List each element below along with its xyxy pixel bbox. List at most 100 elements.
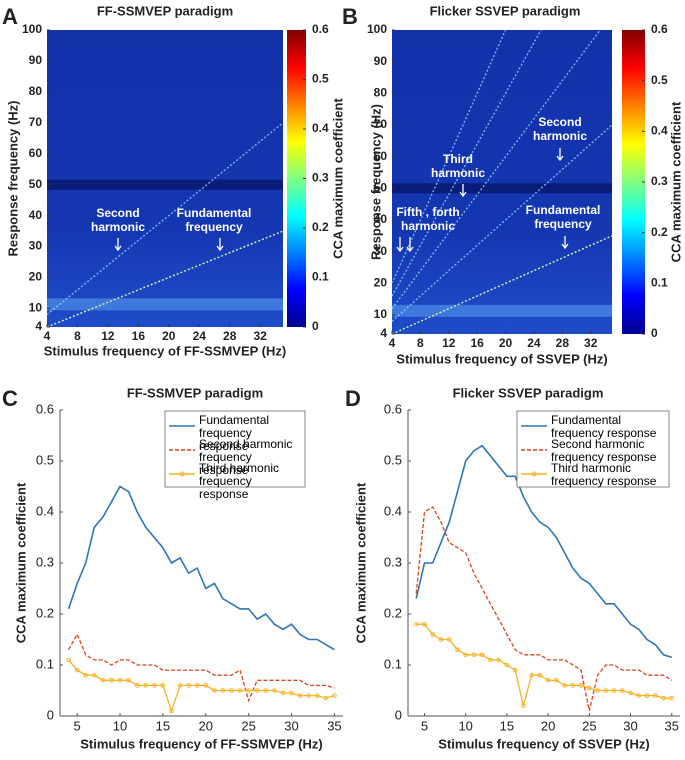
colorbar-tick-label: 0 xyxy=(651,326,658,340)
x-tick-label: 16 xyxy=(470,336,484,350)
x-axis-label: Stimulus frequency of FF-SSMVEP (Hz) xyxy=(80,736,322,751)
series-marker xyxy=(246,688,251,693)
series-marker xyxy=(314,693,320,698)
series-marker xyxy=(422,621,427,627)
annotation-arrow xyxy=(561,236,569,250)
x-tick-label: 12 xyxy=(442,336,456,350)
series-marker xyxy=(578,683,584,688)
x-tick-label: 20 xyxy=(199,718,213,733)
series-marker xyxy=(160,683,166,688)
colorbar-tick-label: 0.5 xyxy=(651,73,668,87)
chart-title: FF-SSMVEP paradigm xyxy=(127,385,263,400)
series-marker xyxy=(554,678,559,683)
y-tick-label: 20 xyxy=(374,276,388,290)
x-tick-label: 15 xyxy=(156,718,170,733)
y-tick-label: 30 xyxy=(374,244,388,258)
series-marker xyxy=(100,678,106,683)
y-tick-label: 10 xyxy=(29,301,43,315)
y-tick-label: 40 xyxy=(29,208,43,222)
series-marker xyxy=(545,678,551,683)
y-tick-label: 10 xyxy=(374,307,388,321)
y-tick-label: 0 xyxy=(395,707,402,722)
x-tick-label: 10 xyxy=(458,718,472,733)
x-axis-label: Stimulus frequency of FF-SSMVEP (Hz) xyxy=(44,343,286,358)
legend-label: Third harmonic frequency response xyxy=(551,461,657,488)
harmonic-line xyxy=(391,235,613,335)
series-marker xyxy=(306,693,311,698)
y-tick-label: 60 xyxy=(29,146,43,160)
y-tick-label: 70 xyxy=(374,117,388,131)
y-tick-label: 0.6 xyxy=(384,401,402,416)
series-marker xyxy=(272,688,277,693)
x-tick-label: 12 xyxy=(101,329,115,343)
y-tick-label: 50 xyxy=(29,177,43,191)
series-marker xyxy=(479,652,485,658)
x-tick-label: 5 xyxy=(421,718,428,733)
series-marker xyxy=(229,688,234,693)
x-tick-label: 28 xyxy=(556,336,570,350)
colorbar-label: CCA maximum coefficient xyxy=(330,98,345,259)
legend-marker xyxy=(531,471,537,477)
x-tick-label: 32 xyxy=(584,336,598,350)
annotation-arrow xyxy=(556,148,564,162)
alpha-band xyxy=(47,298,283,311)
x-tick-label: 24 xyxy=(527,336,541,350)
series-line xyxy=(67,485,335,651)
y-tick-label: 50 xyxy=(374,181,388,195)
x-axis-label: Stimulus frequency of SSVEP (Hz) xyxy=(396,351,607,366)
series-marker xyxy=(186,683,191,688)
line-noise-band xyxy=(392,183,612,194)
colorbar-tick-label: 0.4 xyxy=(312,121,329,135)
annotation: Third harmonic xyxy=(430,152,485,180)
x-tick-label: 35 xyxy=(665,718,679,733)
series-marker xyxy=(237,688,243,693)
y-tick-label: 90 xyxy=(374,54,388,68)
x-tick-label: 30 xyxy=(623,718,637,733)
x-tick-label: 15 xyxy=(500,718,514,733)
y-tick-label: 0.1 xyxy=(384,656,402,671)
series-marker xyxy=(537,672,543,678)
x-tick-label: 20 xyxy=(499,336,513,350)
annotation: Second harmonic xyxy=(90,206,145,234)
series-marker xyxy=(220,688,226,693)
colorbar-tick-label: 0.6 xyxy=(651,22,668,36)
series-marker xyxy=(92,672,97,678)
legend-label: Second harmonic frequency response xyxy=(199,437,293,477)
series-marker xyxy=(74,667,80,673)
series-marker xyxy=(644,693,650,698)
series-marker xyxy=(595,688,600,693)
alpha-band xyxy=(392,304,612,317)
series-marker xyxy=(126,678,131,683)
series-line xyxy=(68,632,335,703)
colorbar-tick-label: 0.5 xyxy=(312,72,329,86)
colorbar-tick-label: 0.2 xyxy=(651,225,668,239)
colorbar-tick-label: 0.4 xyxy=(651,124,668,138)
line-noise-band xyxy=(47,179,283,190)
series-marker xyxy=(83,672,89,678)
harmonic-line xyxy=(391,29,601,310)
series-marker xyxy=(570,683,576,688)
y-tick-label: 0.3 xyxy=(384,554,402,569)
y-tick-label: 0.6 xyxy=(36,401,54,416)
x-tick-label: 20 xyxy=(541,718,555,733)
y-axis-label: Response frequency (Hz) xyxy=(368,104,383,260)
series-marker xyxy=(177,683,183,688)
y-axis-label: CCA maximum coefficient xyxy=(13,482,28,643)
series-marker xyxy=(332,693,337,698)
series-marker xyxy=(212,688,217,693)
y-tick-label: 0.5 xyxy=(384,452,402,467)
series-marker xyxy=(109,678,114,683)
y-tick-label: 0.3 xyxy=(36,554,54,569)
y-axis-label: Response frequency (Hz) xyxy=(5,100,20,256)
series-marker xyxy=(628,690,633,696)
heatmap-background xyxy=(47,30,283,327)
annotation: Second harmonic xyxy=(532,115,587,143)
y-tick-label: 0.2 xyxy=(384,605,402,620)
colorbar-tick-label: 0.1 xyxy=(312,270,329,284)
y-tick-label: 0.1 xyxy=(36,656,54,671)
panel-letter: C xyxy=(2,386,18,411)
series-marker xyxy=(471,652,477,658)
y-tick-label: 0.4 xyxy=(384,503,402,518)
chart-title: Flicker SSVEP paradigm xyxy=(453,385,604,400)
x-tick-label: 5 xyxy=(74,718,81,733)
